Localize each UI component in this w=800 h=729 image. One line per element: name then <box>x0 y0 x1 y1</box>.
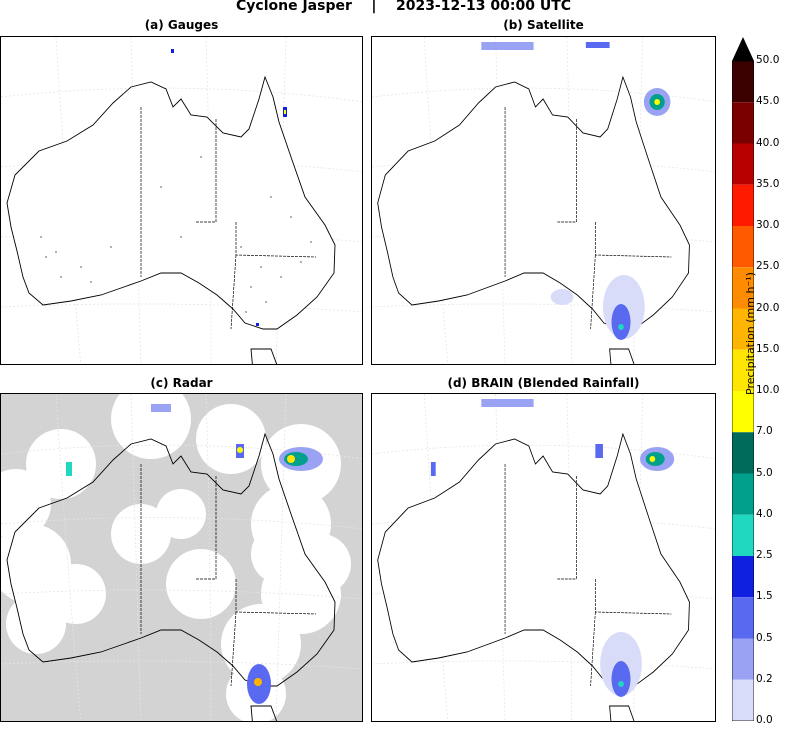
colorbar-tick-label: 30.0 <box>756 219 780 231</box>
map-panel-satellite <box>371 36 716 365</box>
colorbar-tick-label: 40.0 <box>756 136 780 149</box>
colorbar-tick-label: 50.0 <box>756 54 780 66</box>
colorbar-segment <box>732 638 754 680</box>
map-panel-gauges <box>0 36 363 365</box>
colorbar-tick-label: 45.0 <box>756 95 780 108</box>
colorbar-tick-label: 0.5 <box>756 631 773 644</box>
colorbar-segment <box>732 267 754 309</box>
colorbar-segment <box>732 143 754 185</box>
colorbar-segment <box>732 597 754 639</box>
map-panel-radar <box>0 393 363 722</box>
colorbar-tick-label: 0.2 <box>756 672 773 685</box>
colorbar-segment <box>732 184 754 226</box>
map-panel-brain <box>371 393 716 722</box>
colorbar-tick-label: 35.0 <box>756 177 780 190</box>
colorbar-segment <box>732 308 754 350</box>
colorbar-segment <box>732 349 754 391</box>
colorbar-tick-label: 25.0 <box>756 260 780 273</box>
colorbar-label: Precipitation (mm h⁻¹) <box>744 272 757 395</box>
colorbar-segment <box>732 102 754 144</box>
panel-d-title: (d) BRAIN (Blended Rainfall) <box>447 376 640 390</box>
colorbar-segment <box>732 432 754 474</box>
colorbar-segment <box>732 473 754 515</box>
colorbar-segment <box>732 61 754 103</box>
colorbar-tick-label: 5.0 <box>756 466 773 479</box>
colorbar-tick-label: 2.5 <box>756 549 773 561</box>
colorbar <box>732 37 754 721</box>
colorbar-tick-label: 7.0 <box>756 425 773 438</box>
colorbar-tick-label: 15.0 <box>756 342 780 355</box>
panel-b-title: (b) Satellite <box>503 18 584 32</box>
colorbar-tick-label: 1.5 <box>756 590 773 603</box>
colorbar-tick-label: 10.0 <box>756 384 780 396</box>
colorbar-segment <box>732 514 754 556</box>
colorbar-segment <box>732 679 754 721</box>
panel-c-title: (c) Radar <box>150 376 213 390</box>
colorbar-segment <box>732 391 754 433</box>
colorbar-tick-label: 20.0 <box>756 301 780 314</box>
colorbar-tick-label: 0.0 <box>756 714 773 726</box>
panel-a-title: (a) Gauges <box>144 18 219 32</box>
colorbar-segment <box>732 556 754 598</box>
colorbar-segment <box>732 226 754 268</box>
colorbar-tick-label: 4.0 <box>756 507 773 520</box>
